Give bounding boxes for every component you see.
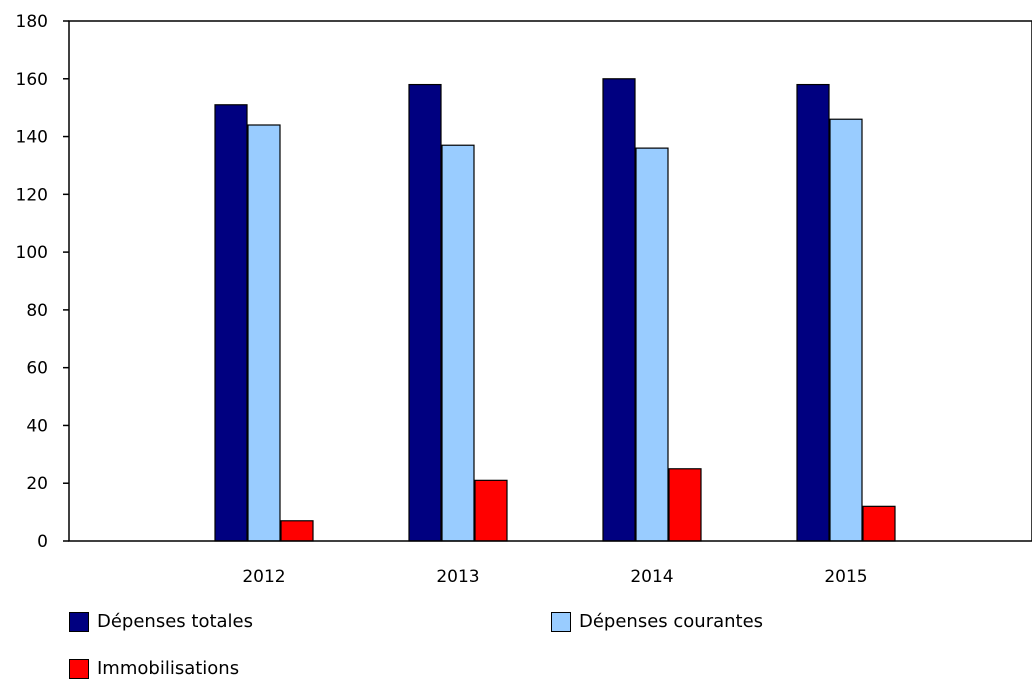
- legend-swatch-immobilisations: [69, 658, 89, 679]
- bar-2015-series-3: [862, 505, 896, 542]
- bar-2015-series-2: [829, 118, 863, 542]
- legend-item-courantes: Dépenses courantes: [551, 611, 763, 632]
- y-tick-label: 80: [26, 301, 48, 321]
- plot-frame: [68, 20, 1032, 542]
- bar-2014-series-3: [668, 468, 702, 542]
- legend-item-immobilisations: Immobilisations: [69, 658, 239, 679]
- legend-swatch-total: [69, 611, 89, 632]
- y-tick-label: 0: [37, 532, 48, 552]
- y-tick-label: 180: [16, 12, 48, 32]
- bar-2015-series-1: [796, 83, 830, 542]
- bars: [214, 78, 896, 542]
- x-tick-label-2012: 2012: [242, 567, 285, 587]
- bar-2014-series-1: [602, 78, 636, 542]
- y-tick-label: 60: [26, 359, 48, 379]
- y-tick-label: 120: [16, 185, 48, 205]
- legend-label-total: Dépenses totales: [97, 611, 254, 632]
- bar-2012-series-2: [247, 124, 281, 542]
- y-tick-label: 20: [26, 474, 48, 494]
- legend-item-total: Dépenses totales: [69, 611, 253, 632]
- bar-2012-series-3: [280, 520, 314, 542]
- bar-2013-series-1: [408, 83, 442, 542]
- y-tick-label: 140: [16, 128, 48, 148]
- x-tick-label-2015: 2015: [824, 567, 867, 587]
- bar-2013-series-3: [474, 479, 508, 542]
- y-tick-label: 40: [26, 416, 48, 436]
- bar-2012-series-1: [214, 104, 248, 542]
- y-axis-ticks: 0 20 40 60 80 100 120 140 160 180: [16, 12, 69, 552]
- bar-2013-series-2: [441, 144, 475, 542]
- y-tick-label: 160: [16, 70, 48, 90]
- bar-2014-series-2: [635, 147, 669, 542]
- x-tick-label-2013: 2013: [436, 567, 479, 587]
- x-axis-labels: 2012 2013 2014 2015: [242, 567, 867, 587]
- x-tick-label-2014: 2014: [630, 567, 673, 587]
- legend-label-courantes: Dépenses courantes: [579, 611, 764, 632]
- y-tick-label: 100: [16, 243, 48, 263]
- legend-swatch-courantes: [551, 611, 571, 632]
- legend-label-immobilisations: Immobilisations: [97, 658, 240, 679]
